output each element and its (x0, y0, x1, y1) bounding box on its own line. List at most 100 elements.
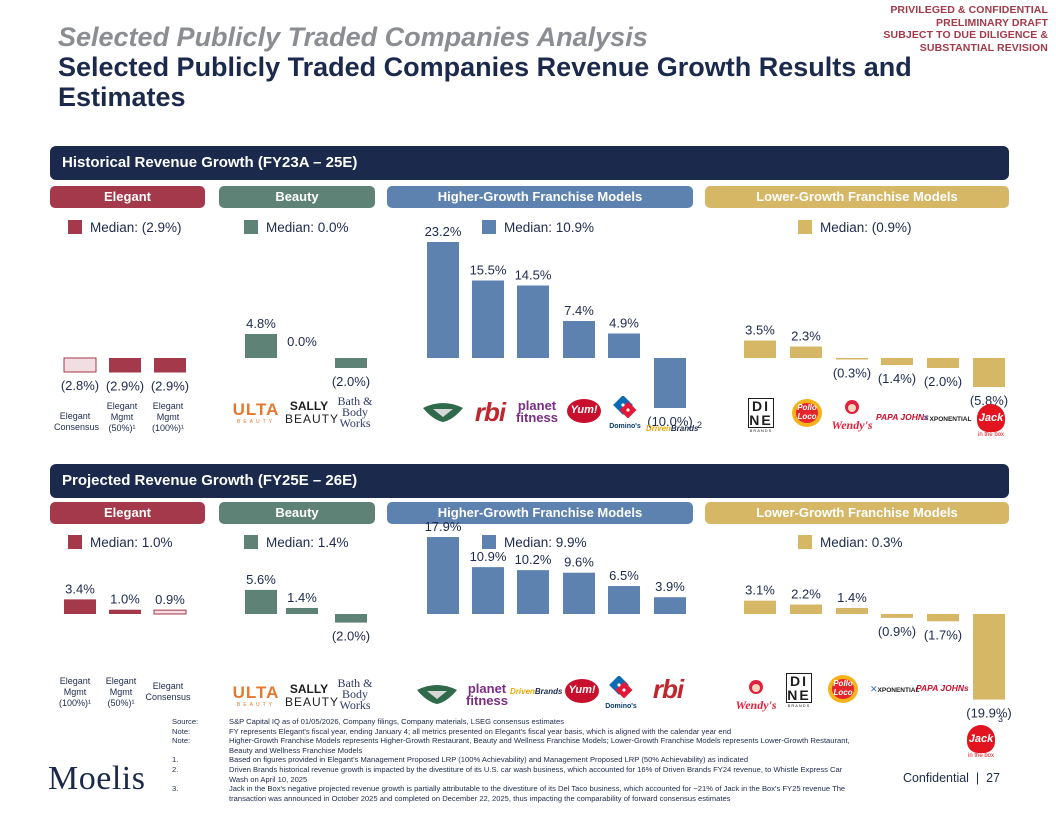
data-label: (2.8%) (61, 378, 99, 393)
dine-bottom: NE (786, 687, 812, 703)
xponential-x-icon: ✕ (922, 413, 930, 423)
data-label: 15.5% (470, 263, 507, 278)
wendys-logo: Wendy's (830, 398, 874, 431)
ulta-logo: ULTA BEAUTY (228, 683, 284, 709)
median-text: Median: 1.0% (90, 535, 173, 550)
data-label: (10.0%) (647, 414, 693, 429)
bar (744, 600, 776, 614)
confidentiality-stamp: PRIVILEGED & CONFIDENTIAL PRELIMINARY DR… (883, 4, 1048, 54)
data-label: 4.8% (246, 316, 276, 331)
bar (881, 614, 913, 618)
data-label: 2.3% (791, 329, 821, 344)
data-label: 7.4% (564, 303, 594, 318)
driven-wordmark: Driven (646, 424, 671, 433)
fitness-wordmark: fitness (466, 693, 508, 708)
fitness-wordmark: fitness (516, 410, 558, 425)
data-label: (2.9%) (151, 379, 189, 394)
bar (109, 609, 141, 614)
confidential-line: PRIVILEGED & CONFIDENTIAL (890, 4, 1048, 16)
bar (563, 572, 595, 614)
bar (245, 334, 277, 358)
bar (154, 358, 186, 373)
dine-subtext: BRANDS (749, 428, 773, 433)
data-label: 3.1% (745, 583, 775, 598)
brands-wordmark: Brands (534, 687, 563, 696)
segment-lower-growth: Lower-Growth Franchise Models (705, 502, 1009, 524)
pollo-loco-logo: Pollo Loco (826, 674, 860, 704)
footnote-text: Jack in the Box's negative projected rev… (229, 784, 846, 803)
bar (927, 358, 959, 368)
data-label: (1.4%) (878, 371, 916, 386)
segment-beauty: Beauty (219, 502, 375, 524)
yum-badge-icon (565, 679, 599, 703)
planet-fitness-logo: planet fitness (512, 399, 562, 425)
category-label: Elegant Consensus (143, 681, 193, 703)
median-lower-growth: Median: (0.9%) (798, 220, 912, 236)
wingstop-icon (417, 685, 457, 704)
wendys-logo: Wendy's (734, 678, 778, 711)
dominos-tile-icon (613, 395, 637, 419)
data-label: 23.2% (425, 224, 462, 239)
ulta-logo: ULTA BEAUTY (228, 401, 284, 426)
wingstop-logo (414, 682, 460, 708)
bar (881, 358, 913, 365)
segment-elegant: Elegant (50, 502, 205, 524)
bath-body-works-logo: Bath & Body Works (333, 394, 377, 430)
median-text: Median: 0.0% (266, 220, 349, 235)
dominos-tile-icon (609, 675, 633, 699)
pollo-loco-badge-icon (828, 675, 858, 703)
jack-wordmark: Jack (968, 733, 994, 745)
segment-higher-growth: Higher-Growth Franchise Models (387, 502, 693, 524)
dominos-wordmark: Domino's (609, 423, 641, 430)
jack-in-the-box-logo: Jack in the box (974, 404, 1008, 438)
section-header-projected: Projected Revenue Growth (FY25E – 26E) (50, 464, 1009, 498)
median-text: Median: 9.9% (504, 535, 587, 550)
dine-bottom: NE (748, 412, 774, 428)
footnote-text: Based on figures provided in Elegant's M… (229, 755, 749, 765)
category-label: Elegant Mgmt (50%)¹ (100, 676, 142, 709)
confidential-line: PRELIMINARY DRAFT (936, 16, 1048, 29)
sally-subtext: BEAUTY (285, 412, 340, 426)
pollo-wordmark: Pollo Loco (833, 679, 853, 697)
segment-lower-growth: Lower-Growth Franchise Models (705, 186, 1009, 208)
data-label: 1.0% (110, 592, 140, 607)
data-label: 3.5% (745, 323, 775, 338)
data-label: (5.8%) (970, 393, 1008, 408)
legend-swatch (482, 220, 496, 234)
data-label: 5.6% (246, 572, 276, 587)
dominos-logo: Domino's (608, 395, 642, 430)
data-label: 10.9% (470, 549, 507, 564)
median-higher-growth: Median: 9.9% (482, 535, 587, 551)
bar (245, 589, 277, 614)
category-label: Elegant Mgmt (50%)¹ (100, 401, 144, 434)
median-elegant: Median: 1.0% (68, 535, 173, 551)
papa-johns-logo: PAPA JOHNs (916, 683, 969, 693)
footnotes: Source: S&P Capital IQ as of 01/05/2026, … (172, 717, 862, 803)
legend-swatch (244, 535, 258, 549)
dine-subtext: BRANDS (787, 703, 811, 708)
sally-wordmark: SALLY (289, 682, 329, 696)
wingstop-logo (420, 400, 466, 426)
sally-logo: SALLY BEAUTY (285, 400, 340, 426)
page-subtitle: Selected Publicly Traded Companies Reven… (58, 52, 912, 112)
yum-badge-icon (567, 399, 601, 423)
bar (153, 609, 187, 615)
bbw-wordmark: Bath & Body Works (337, 394, 373, 430)
bar (286, 607, 318, 614)
wendys-wordmark: Wendy's (735, 698, 777, 712)
xponential-x-icon: ✕ (870, 684, 878, 694)
xponential-logo: ✕XPONENTIAL (870, 684, 919, 695)
xponential-logo: ✕XPONENTIAL (922, 413, 971, 424)
legend-swatch (68, 535, 82, 549)
jack-badge-icon: Jack (977, 404, 1005, 432)
bar (790, 346, 822, 358)
footnote-marker-2: 2 (697, 420, 703, 430)
data-label: (2.9%) (106, 379, 144, 394)
bar (654, 597, 686, 614)
ulta-subtext: BEAUTY (236, 419, 275, 425)
ulta-wordmark: ULTA (232, 683, 280, 702)
footnote-row: Note: FY represents Elegant's fiscal year… (172, 727, 862, 737)
data-label: 0.9% (155, 592, 185, 607)
bar (836, 358, 868, 360)
footnote-row: Source: S&P Capital IQ as of 01/05/2026, … (172, 717, 862, 727)
